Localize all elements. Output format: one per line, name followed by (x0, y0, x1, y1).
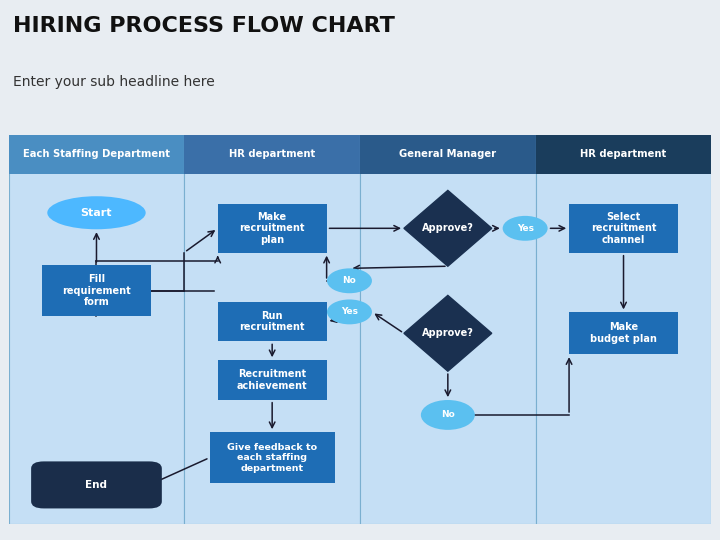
Text: Yes: Yes (517, 224, 534, 233)
Text: Start: Start (81, 208, 112, 218)
Text: HR department: HR department (229, 150, 315, 159)
FancyBboxPatch shape (184, 135, 360, 174)
Text: Select
recruitment
channel: Select recruitment channel (591, 212, 656, 245)
Text: No: No (441, 410, 455, 420)
Text: Recruitment
achievement: Recruitment achievement (237, 369, 307, 391)
Ellipse shape (48, 196, 145, 229)
Text: No: No (343, 276, 356, 285)
Polygon shape (404, 191, 492, 266)
Text: Yes: Yes (341, 307, 358, 316)
Text: HR department: HR department (580, 150, 667, 159)
Text: Approve?: Approve? (422, 224, 474, 233)
Text: Give feedback to
each staffing
department: Give feedback to each staffing departmen… (227, 443, 318, 472)
FancyBboxPatch shape (217, 360, 327, 400)
Text: Each Staffing Department: Each Staffing Department (23, 150, 170, 159)
FancyBboxPatch shape (536, 135, 711, 524)
Circle shape (327, 300, 372, 325)
FancyBboxPatch shape (217, 204, 327, 253)
FancyBboxPatch shape (42, 265, 151, 316)
Text: Make
budget plan: Make budget plan (590, 322, 657, 344)
Text: General Manager: General Manager (400, 150, 496, 159)
Text: Fill
requirement
form: Fill requirement form (62, 274, 131, 307)
FancyBboxPatch shape (31, 461, 162, 509)
FancyBboxPatch shape (360, 135, 536, 174)
FancyBboxPatch shape (569, 204, 678, 253)
Text: End: End (86, 480, 107, 490)
Circle shape (327, 268, 372, 293)
FancyBboxPatch shape (210, 432, 335, 483)
FancyBboxPatch shape (569, 312, 678, 354)
Circle shape (503, 216, 548, 241)
Text: Run
recruitment: Run recruitment (240, 311, 305, 333)
Text: HIRING PROCESS FLOW CHART: HIRING PROCESS FLOW CHART (13, 16, 395, 36)
Text: Make
recruitment
plan: Make recruitment plan (240, 212, 305, 245)
FancyBboxPatch shape (184, 135, 360, 524)
Text: Enter your sub headline here: Enter your sub headline here (13, 75, 215, 89)
FancyBboxPatch shape (360, 135, 536, 524)
Circle shape (421, 400, 474, 430)
FancyBboxPatch shape (217, 302, 327, 341)
FancyBboxPatch shape (9, 135, 184, 524)
Text: Approve?: Approve? (422, 328, 474, 338)
FancyBboxPatch shape (9, 135, 184, 174)
Polygon shape (404, 295, 492, 371)
FancyBboxPatch shape (536, 135, 711, 174)
